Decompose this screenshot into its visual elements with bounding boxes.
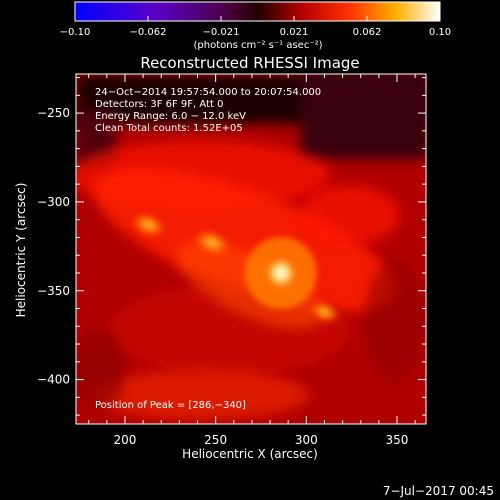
dark-patch-1 (76, 330, 125, 410)
peak-position-label: Position of Peak = [286,−340] (95, 400, 246, 411)
heatmap-image (76, 74, 426, 424)
diffuse-emission-band (93, 167, 397, 313)
colorbar-tick-label: 0.10 (429, 27, 451, 38)
axes: 200 250 300 350 −250 −300 −350 −400 (37, 74, 426, 447)
x-tick-label: 350 (386, 433, 409, 447)
colorbar (74, 1, 441, 22)
colorbar-unit-label: (photons cm⁻² s⁻¹ asec⁻²) (193, 40, 322, 51)
info-line: 24−Oct−2014 19:57:54.000 to 20:07:54.000 (95, 87, 321, 98)
source-blob (130, 212, 167, 238)
source-blob (192, 229, 232, 257)
colorbar-tick-label: 0.062 (353, 27, 382, 38)
y-tick-label: −300 (37, 195, 70, 209)
info-line: Energy Range: 6.0 − 12.0 keV (95, 111, 246, 122)
diffuse-emission-bottom (90, 370, 310, 420)
chart-title: Reconstructed RHESSI Image (140, 54, 359, 72)
heatmap-dark-band-right (300, 74, 426, 159)
colorbar-tick-label: −0.021 (202, 27, 239, 38)
colorbar-ticks: −0.10 −0.062 −0.021 0.021 0.062 0.10 (60, 16, 451, 38)
info-line: Clean Total counts: 1.52E+05 (95, 123, 243, 134)
y-tick-label: −250 (37, 106, 70, 120)
footer-date: 7−Jul−2017 00:45 (383, 484, 494, 498)
image-info: 24−Oct−2014 19:57:54.000 to 20:07:54.000… (95, 87, 321, 134)
x-tick-label: 200 (114, 433, 137, 447)
x-tick-label: 300 (295, 433, 318, 447)
y-tick-label: −400 (37, 373, 70, 387)
colorbar-tick-label: −0.10 (60, 27, 91, 38)
source-peak (264, 256, 298, 290)
source-blob (308, 301, 341, 324)
x-tick-label: 250 (204, 433, 227, 447)
info-line: Detectors: 3F 6F 9F, Att 0 (95, 99, 223, 110)
plot-frame (75, 73, 427, 425)
y-axis-label: Heliocentric Y (arcsec) (14, 183, 28, 318)
colorbar-tick-label: 0.021 (280, 27, 309, 38)
x-axis-label: Heliocentric X (arcsec) (182, 447, 318, 461)
y-tick-label: −350 (37, 284, 70, 298)
dark-patch-2 (365, 260, 425, 380)
source-group (130, 212, 341, 324)
colorbar-tick-label: −0.062 (129, 27, 166, 38)
diffuse-emission-right (300, 185, 400, 245)
